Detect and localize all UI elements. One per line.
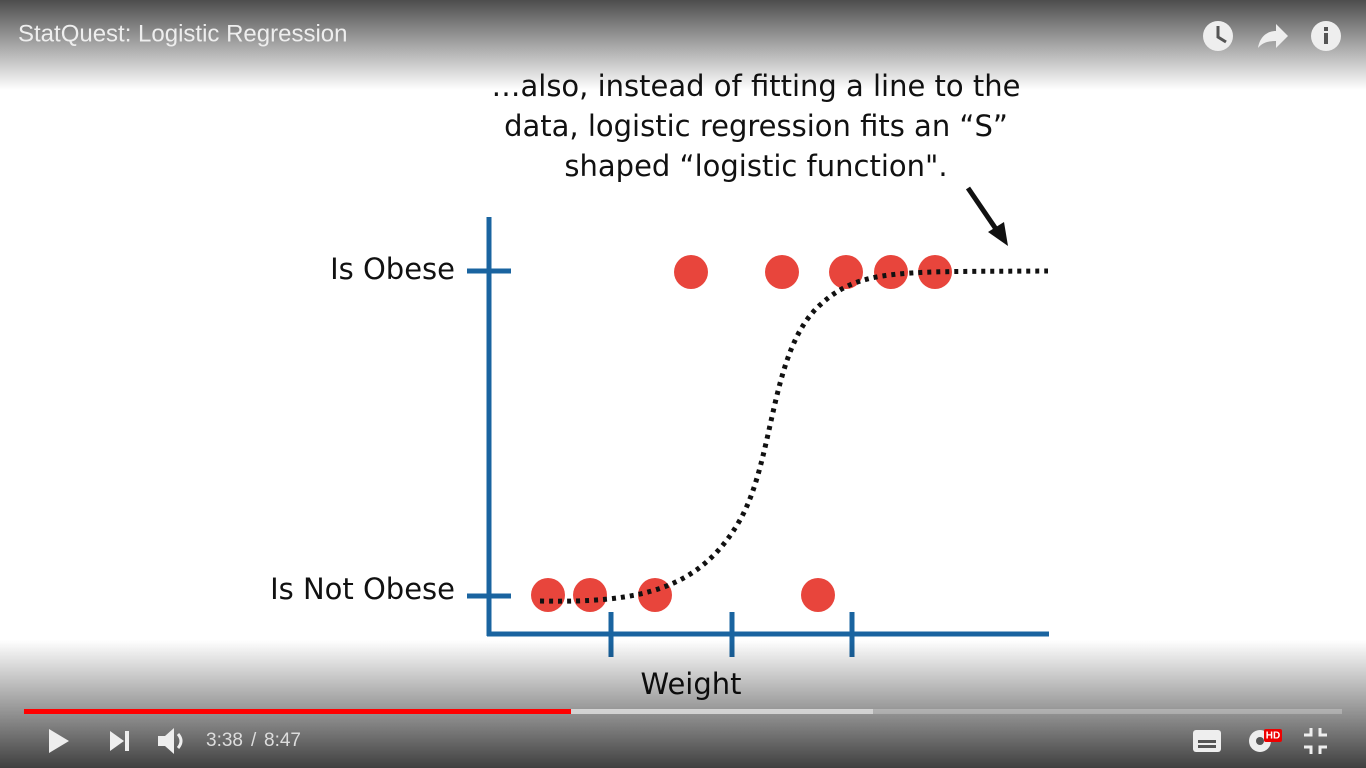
exit-fullscreen-button[interactable] (1304, 728, 1327, 754)
axes (467, 217, 1049, 657)
arrow (965, 186, 1001, 234)
arrow-head (988, 222, 1008, 246)
volume-button[interactable] (158, 728, 183, 754)
info-button[interactable] (1311, 21, 1341, 51)
y-label: Is Obese (330, 252, 455, 286)
current-time: 3:38 (206, 730, 243, 751)
progress-played (24, 709, 571, 714)
points (531, 255, 952, 612)
share-button[interactable] (1258, 24, 1288, 48)
video-title[interactable]: StatQuest: Logistic Regression (18, 20, 348, 47)
annotation-line: shaped “logistic function". (564, 149, 947, 183)
time-separator: / (251, 730, 257, 751)
annotation-line: data, logistic regression fits an “S” (504, 109, 1008, 143)
progress-track[interactable] (24, 709, 1342, 714)
settings-button[interactable]: HD (1249, 729, 1282, 752)
duration: 8:47 (264, 730, 301, 751)
y-label: Is Not Obese (270, 572, 455, 606)
subtitles-button[interactable] (1193, 730, 1221, 752)
bottom-gradient (0, 640, 1366, 768)
play-button[interactable] (49, 729, 69, 753)
top-gradient (0, 0, 1366, 90)
hd-badge: HD (1266, 731, 1280, 742)
watch-later-button[interactable] (1203, 21, 1233, 51)
next-button[interactable] (110, 731, 129, 751)
logistic-curve (539, 268, 1049, 604)
